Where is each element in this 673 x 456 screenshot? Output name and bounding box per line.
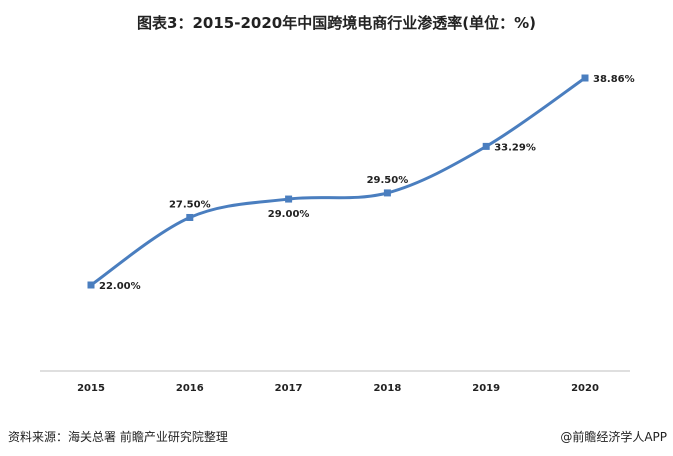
data-point [581,74,589,82]
chart-title: 图表3：2015-2020年中国跨境电商行业渗透率(单位：%) [137,14,536,32]
data-point [186,213,194,221]
data-label: 22.00% [99,281,141,292]
x-tick-label: 2016 [176,383,204,394]
x-tick-label: 2020 [571,383,599,394]
data-label: 29.50% [367,175,409,186]
data-label: 29.00% [268,209,310,220]
x-tick-label: 2019 [472,383,500,394]
data-label: 33.29% [494,142,536,153]
series-line [89,76,587,287]
brand-credit: @前瞻经济学人APP [560,430,667,444]
x-tick-label: 2018 [373,383,401,394]
data-point [383,189,391,197]
data-label: 27.50% [169,199,211,210]
data-point [285,195,293,203]
data-point [482,142,490,150]
data-label: 38.86% [593,74,635,85]
source-note: 资料来源：海关总署 前瞻产业研究院整理 [8,430,228,444]
x-tick-label: 2017 [275,383,303,394]
data-point [87,281,95,289]
x-tick-label: 2015 [77,383,105,394]
